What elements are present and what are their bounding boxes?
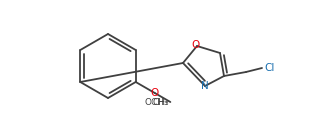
Text: O: O bbox=[192, 40, 200, 50]
Text: CH₃: CH₃ bbox=[152, 98, 169, 106]
Text: N: N bbox=[201, 81, 209, 91]
Text: Cl: Cl bbox=[264, 63, 274, 73]
Text: O: O bbox=[151, 88, 159, 98]
Text: OCH₃: OCH₃ bbox=[145, 98, 168, 106]
